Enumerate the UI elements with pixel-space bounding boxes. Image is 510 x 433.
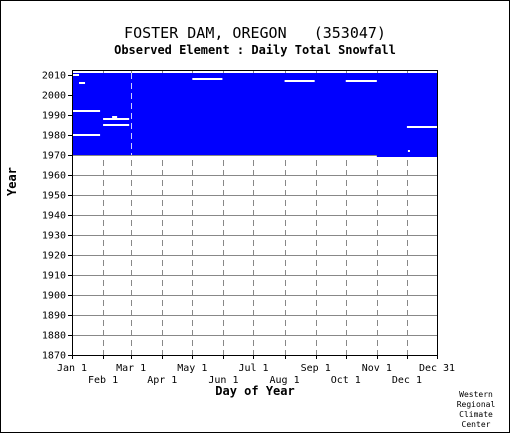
- x-tick-label: Jun 1: [208, 375, 238, 386]
- x-tick-label: Sep 1: [301, 363, 331, 374]
- chart-title: FOSTER DAM, OREGON (353047): [124, 24, 386, 42]
- x-axis-label: Day of Year: [215, 384, 295, 398]
- credit-line: Center: [461, 420, 491, 429]
- missing-data-segment: [345, 80, 377, 82]
- observed-data-block-extension: [376, 155, 437, 157]
- y-tick-label: 1980: [42, 131, 66, 142]
- x-tick-label: Dec 1: [392, 375, 422, 386]
- credit-line: Western: [459, 390, 493, 399]
- y-tick-labels: 1870 1880 1890 1900 1910 1920 1930 1940 1950 1960…: [42, 71, 72, 362]
- plot-border: [72, 70, 438, 356]
- x-tick-label: May 1: [177, 363, 207, 374]
- missing-data-segment: [72, 110, 101, 112]
- missing-data-segment: [192, 78, 223, 80]
- x-tick-label: Feb 1: [88, 375, 118, 386]
- x-tick-label: Jul 1: [238, 363, 268, 374]
- y-tick-label: 1960: [42, 171, 66, 182]
- x-tick-labels: Jan 1 Mar 1 May 1 Jul 1 Sep 1 Nov 1 Dec 31 Feb …: [57, 355, 455, 386]
- chart-subtitle: Observed Element : Daily Total Snowfall: [114, 43, 396, 57]
- x-tick-label: Aug 1: [270, 375, 300, 386]
- missing-data-segment: [103, 124, 130, 126]
- x-tick-label: Jan 1: [57, 363, 87, 374]
- y-tick-label: 1910: [42, 271, 66, 282]
- wrcc-credit: Western Regional Climate Center: [450, 390, 502, 430]
- missing-data-segment: [112, 116, 118, 118]
- x-tick-label: Dec 31: [419, 363, 455, 374]
- missing-data-segments: [72, 74, 437, 152]
- x-tick-label: Oct 1: [331, 375, 361, 386]
- y-tick-label: 1890: [42, 311, 66, 322]
- observed-data-block: [72, 73, 437, 155]
- missing-data-segment: [72, 134, 101, 136]
- y-tick-label: 1970: [42, 151, 66, 162]
- y-tick-label: 1880: [42, 331, 66, 342]
- data-area: [72, 73, 437, 157]
- missing-data-segment: [284, 80, 315, 82]
- y-tick-label: 1940: [42, 211, 66, 222]
- missing-data-segment: [79, 82, 86, 84]
- y-tick-label: 2010: [42, 71, 66, 82]
- missing-data-segment: [103, 118, 130, 120]
- x-tick-label: Nov 1: [362, 363, 392, 374]
- y-tick-label: 1950: [42, 191, 66, 202]
- credit-line: Climate: [459, 410, 493, 419]
- y-tick-label: 1920: [42, 251, 66, 262]
- y-tick-label: 1870: [42, 351, 66, 362]
- x-tick-label: Mar 1: [116, 363, 146, 374]
- y-tick-label: 1990: [42, 111, 66, 122]
- y-tick-label: 1930: [42, 231, 66, 242]
- credit-line: Regional: [456, 400, 496, 409]
- missing-data-segment: [407, 150, 410, 152]
- grid-lines: [72, 70, 437, 356]
- y-tick-label: 2000: [42, 91, 66, 102]
- y-axis-label: Year: [5, 167, 19, 196]
- x-tick-label: Apr 1: [147, 375, 177, 386]
- missing-data-segment: [72, 74, 80, 76]
- missing-data-segment: [406, 126, 437, 128]
- y-tick-label: 1900: [42, 291, 66, 302]
